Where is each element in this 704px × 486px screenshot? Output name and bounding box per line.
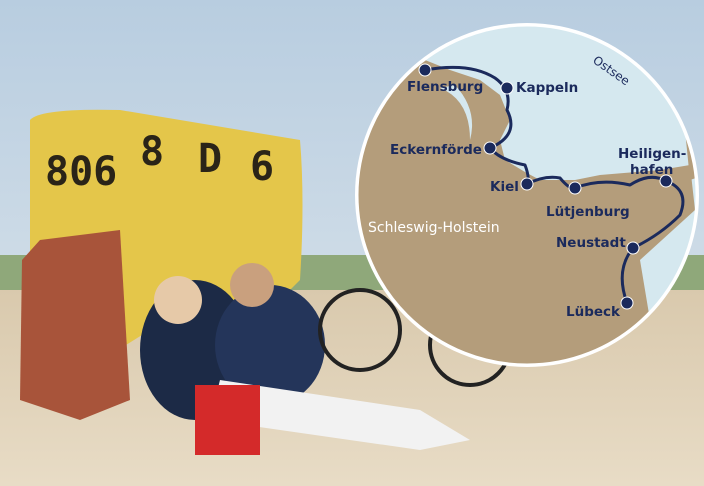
place-marker bbox=[521, 178, 533, 190]
person-head bbox=[230, 263, 274, 307]
region-label: Schleswig-Holstein bbox=[368, 220, 500, 236]
picture: 806 8D6 Flensburg Kappeln Eckernförde Kiel Lü… bbox=[0, 0, 704, 486]
place-label: Flensburg bbox=[407, 79, 483, 95]
place-marker bbox=[569, 182, 581, 194]
place-marker bbox=[627, 242, 639, 254]
chair-number: 6 bbox=[250, 144, 274, 190]
place-label: hafen bbox=[630, 162, 673, 178]
place-label: Heiligen- bbox=[618, 146, 686, 162]
place-marker bbox=[501, 82, 513, 94]
place-label: Kiel bbox=[490, 179, 519, 195]
chair-number: 806 bbox=[45, 149, 117, 195]
chair-number: D bbox=[198, 136, 222, 182]
place-label: Kappeln bbox=[516, 80, 578, 96]
place-marker bbox=[484, 142, 496, 154]
person-head bbox=[154, 276, 202, 324]
chair-number: 8 bbox=[140, 129, 164, 175]
bag bbox=[195, 385, 260, 455]
place-marker bbox=[621, 297, 633, 309]
chair-side bbox=[20, 230, 130, 420]
place-label: Lütjenburg bbox=[546, 204, 630, 220]
place-marker bbox=[419, 64, 431, 76]
place-label: Lübeck bbox=[566, 304, 621, 320]
place-label: Eckernförde bbox=[390, 142, 482, 158]
place-label: Neustadt bbox=[556, 235, 626, 251]
